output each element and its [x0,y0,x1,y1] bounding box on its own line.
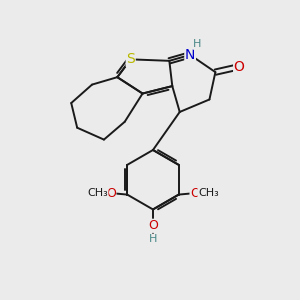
Text: O: O [234,60,244,74]
Text: O: O [190,187,200,200]
Text: CH₃: CH₃ [87,188,108,198]
Text: O: O [148,219,158,232]
Text: S: S [126,52,135,66]
Text: N: N [185,48,195,62]
Text: CH₃: CH₃ [198,188,219,198]
Text: H: H [193,39,201,49]
Text: O: O [106,187,116,200]
Text: H: H [149,234,157,244]
